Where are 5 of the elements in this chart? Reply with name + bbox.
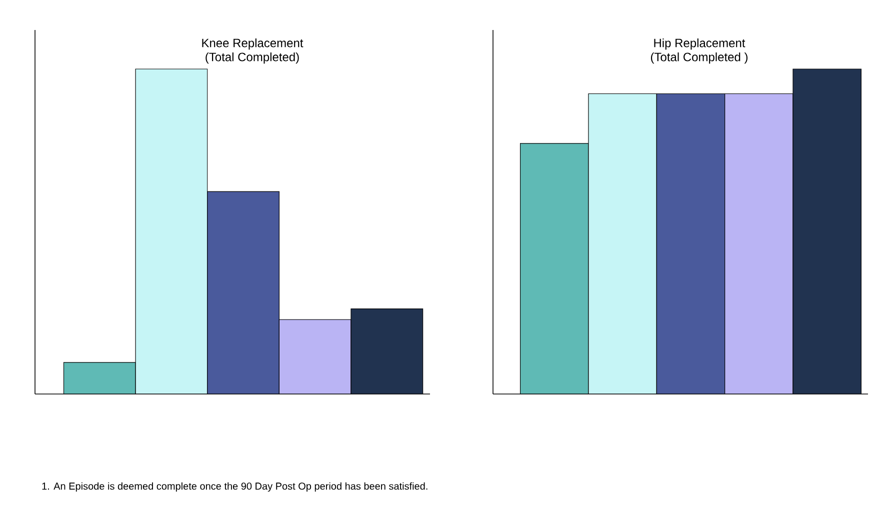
- chart-subtitle: (Total Completed ): [650, 52, 748, 64]
- chart-title: Hip Replacement: [654, 38, 746, 50]
- chart-subtitle: (Total Completed): [206, 52, 299, 64]
- chart-title: Knee Replacement: [202, 38, 304, 50]
- text: 1. An Episode is deemed complete once the 90 Day Post Op period has been satisfied.: [42, 482, 428, 492]
